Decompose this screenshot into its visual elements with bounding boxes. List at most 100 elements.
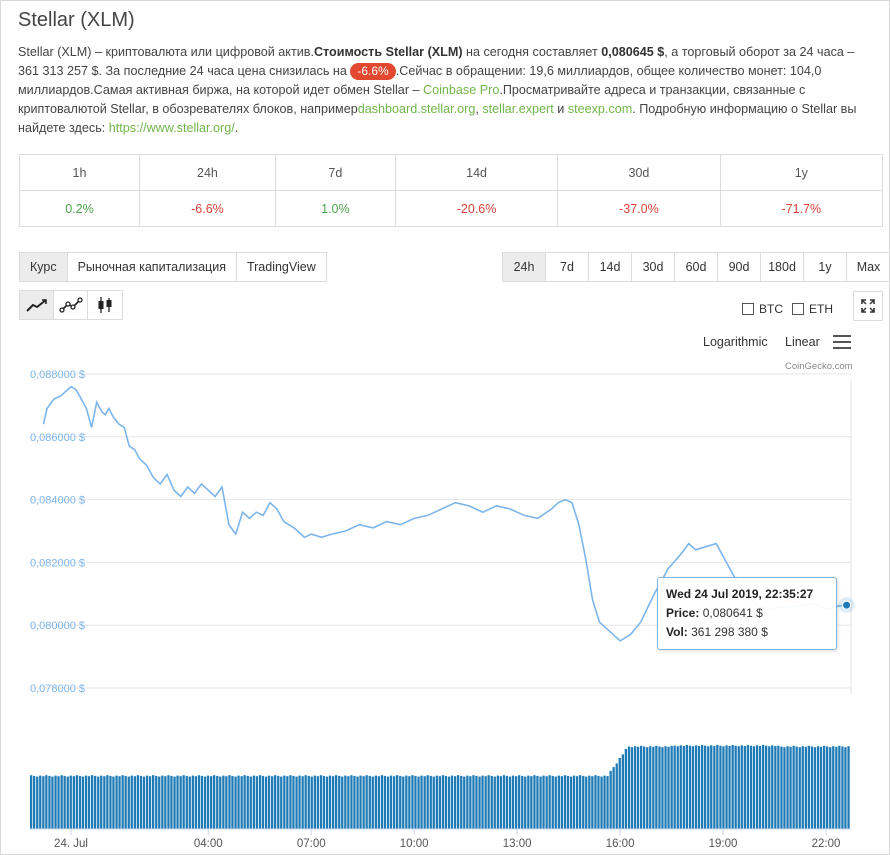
candlestick-button[interactable] xyxy=(88,291,122,319)
y-tick-label: 0,082000 $ xyxy=(30,557,85,569)
range-180d[interactable]: 180d xyxy=(761,253,804,281)
volume-bar xyxy=(338,775,341,829)
volume-bar xyxy=(694,745,698,829)
x-tick-label: 19:00 xyxy=(709,838,738,850)
fullscreen-button[interactable] xyxy=(853,291,883,321)
volume-bar xyxy=(325,776,329,829)
volume-bar xyxy=(798,747,801,829)
y-tick-label: 0,086000 $ xyxy=(30,432,85,444)
price-series-line xyxy=(42,385,847,642)
volume-bar xyxy=(374,775,377,829)
change-period: 24h xyxy=(139,154,276,191)
volume-bar xyxy=(295,776,298,829)
volume-bar xyxy=(560,776,563,829)
volume-bar xyxy=(585,776,588,829)
compare-eth-label: ETH xyxy=(809,302,833,316)
volume-bar xyxy=(545,776,548,829)
scale-linear-button[interactable]: Linear xyxy=(785,335,820,349)
change-value: 1.0% xyxy=(274,190,396,227)
volume-bar xyxy=(646,747,649,829)
volume-bar xyxy=(106,775,109,829)
chart-menu-icon[interactable] xyxy=(833,335,851,349)
volume-bar xyxy=(554,776,557,829)
scale-logarithmic-button[interactable]: Logarithmic xyxy=(703,335,768,349)
volume-bar xyxy=(386,776,390,829)
volume-bar xyxy=(743,746,746,829)
exchange-link[interactable]: Coinbase Pro xyxy=(423,83,500,97)
volume-bar xyxy=(87,776,91,829)
volume-bar xyxy=(441,775,445,829)
chart-tooltip: Wed 24 Jul 2019, 22:35:27 Price: 0,08064… xyxy=(657,577,837,650)
volume-bar xyxy=(621,754,624,829)
compare-btc-checkbox[interactable]: BTC xyxy=(742,302,783,316)
volume-bar xyxy=(91,775,94,829)
explorer-link-expert[interactable]: stellar.expert xyxy=(482,102,554,116)
volume-bar xyxy=(216,775,219,829)
volume-bar xyxy=(219,776,222,829)
volume-bar xyxy=(72,776,75,829)
volume-bar xyxy=(624,749,627,829)
volume-bar xyxy=(383,775,387,829)
volume-bar xyxy=(60,775,63,829)
volume-bar xyxy=(734,745,737,829)
website-link[interactable]: https://www.stellar.org/ xyxy=(108,121,235,135)
volume-bar xyxy=(158,776,161,829)
volume-bar xyxy=(167,775,170,829)
explorer-link-dashboard[interactable]: dashboard.stellar.org xyxy=(357,102,476,116)
volume-bar xyxy=(319,775,323,829)
volume-bar xyxy=(51,776,54,829)
volume-bar xyxy=(508,776,512,829)
volume-bar xyxy=(579,775,582,829)
chart-credit: CoinGecko.com xyxy=(785,361,853,372)
volume-bar xyxy=(691,746,695,829)
volume-bar xyxy=(57,776,60,829)
range-60d[interactable]: 60d xyxy=(675,253,718,281)
tab-market-cap[interactable]: Рыночная капитализация xyxy=(68,253,237,281)
volume-bar xyxy=(713,746,716,829)
range-7d[interactable]: 7d xyxy=(546,253,589,281)
volume-bar xyxy=(255,776,258,829)
tab-price[interactable]: Курс xyxy=(20,253,68,281)
price-chart[interactable]: 0,088000 $ 0,086000 $ 0,084000 $ 0,082000 $… xyxy=(0,360,890,855)
compare-eth-checkbox[interactable]: ETH xyxy=(792,302,833,316)
x-tick-label: 10:00 xyxy=(400,838,429,850)
volume-bar xyxy=(277,775,280,829)
volume-bar xyxy=(179,776,182,829)
volume-bar xyxy=(130,775,133,829)
checkbox-box xyxy=(742,303,754,315)
range-max[interactable]: Max xyxy=(856,260,881,274)
volume-bar xyxy=(274,775,277,829)
volume-bar xyxy=(688,745,692,829)
checkbox-box xyxy=(792,303,804,315)
volume-bar xyxy=(280,776,283,829)
volume-bar xyxy=(182,775,185,829)
volume-bar xyxy=(755,745,759,829)
range-24h[interactable]: 24h xyxy=(503,253,546,281)
volume-bar xyxy=(368,775,371,829)
volume-bar xyxy=(716,745,719,829)
volume-bar xyxy=(813,747,817,829)
volume-bar xyxy=(652,746,655,829)
volume-bar xyxy=(42,776,45,829)
range-90d[interactable]: 90d xyxy=(718,253,761,281)
volume-bar xyxy=(496,775,499,829)
range-1y[interactable]: 1y xyxy=(804,253,847,281)
volume-bar xyxy=(197,775,201,829)
range-14d[interactable]: 14d xyxy=(589,253,632,281)
tab-tradingview[interactable]: TradingView xyxy=(246,260,316,274)
volume-bar xyxy=(371,776,374,829)
volume-bar xyxy=(804,746,807,829)
volume-bar xyxy=(630,747,634,829)
volume-bar xyxy=(600,776,603,829)
volume-bar xyxy=(524,776,527,829)
volume-bar xyxy=(353,775,356,829)
line-chart-button[interactable] xyxy=(20,291,54,319)
explorer-link-steexp[interactable]: steexp.com xyxy=(567,102,633,116)
volume-bar xyxy=(786,746,789,829)
volume-bar xyxy=(393,776,396,829)
volume-bar xyxy=(457,775,460,829)
marker-line-button[interactable] xyxy=(54,291,88,319)
volume-bar xyxy=(347,776,350,829)
range-30d[interactable]: 30d xyxy=(632,253,675,281)
volume-bar xyxy=(432,776,435,829)
